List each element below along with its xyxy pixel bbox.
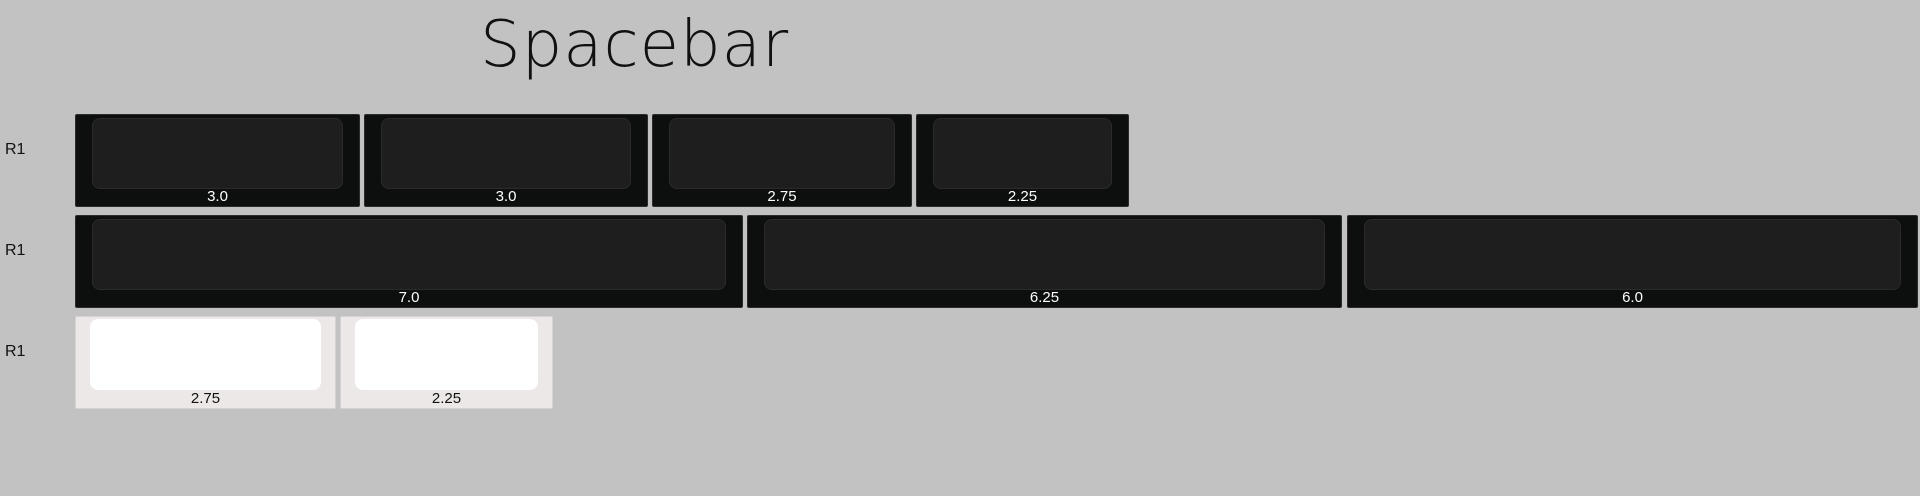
keycap-3-0: 3.0 — [364, 114, 648, 207]
keycap-size-label: 2.25 — [431, 390, 462, 407]
keycap-size-label: 2.75 — [767, 188, 797, 205]
keycap-size-label: 6.25 — [1029, 289, 1060, 306]
keycap-top — [381, 118, 631, 189]
row-label: R1 — [5, 242, 26, 259]
keycap-6-25: 6.25 — [747, 215, 1342, 308]
keycap-top — [764, 219, 1325, 290]
keycap-6-0: 6.0 — [1347, 215, 1918, 308]
keycap-2-75: 2.75 — [652, 114, 912, 207]
keycap-2-25: 2.25 — [916, 114, 1129, 207]
row-label: R1 — [5, 141, 26, 158]
page-title: Spacebar — [480, 8, 790, 82]
keycap-2-25-light: 2.25 — [340, 316, 553, 409]
keycap-size-label: 3.0 — [207, 188, 228, 205]
keycap-top — [1364, 219, 1901, 290]
row-label: R1 — [5, 343, 26, 360]
keycap-size-label: 2.75 — [190, 390, 221, 407]
keycap-2-75-light: 2.75 — [75, 316, 336, 409]
keycap-3-0: 3.0 — [75, 114, 360, 207]
keycap-top — [933, 118, 1112, 189]
keycap-size-label: 6.0 — [1622, 289, 1643, 306]
keycap-top — [92, 118, 343, 189]
keycap-top — [355, 319, 538, 390]
keycap-top — [92, 219, 726, 290]
keycap-7-0: 7.0 — [75, 215, 743, 308]
keycap-top — [90, 319, 321, 390]
keycap-top — [669, 118, 895, 189]
keycap-size-label: 3.0 — [495, 188, 517, 205]
keycap-size-label: 7.0 — [398, 289, 420, 306]
keycap-size-label: 2.25 — [1007, 188, 1038, 205]
